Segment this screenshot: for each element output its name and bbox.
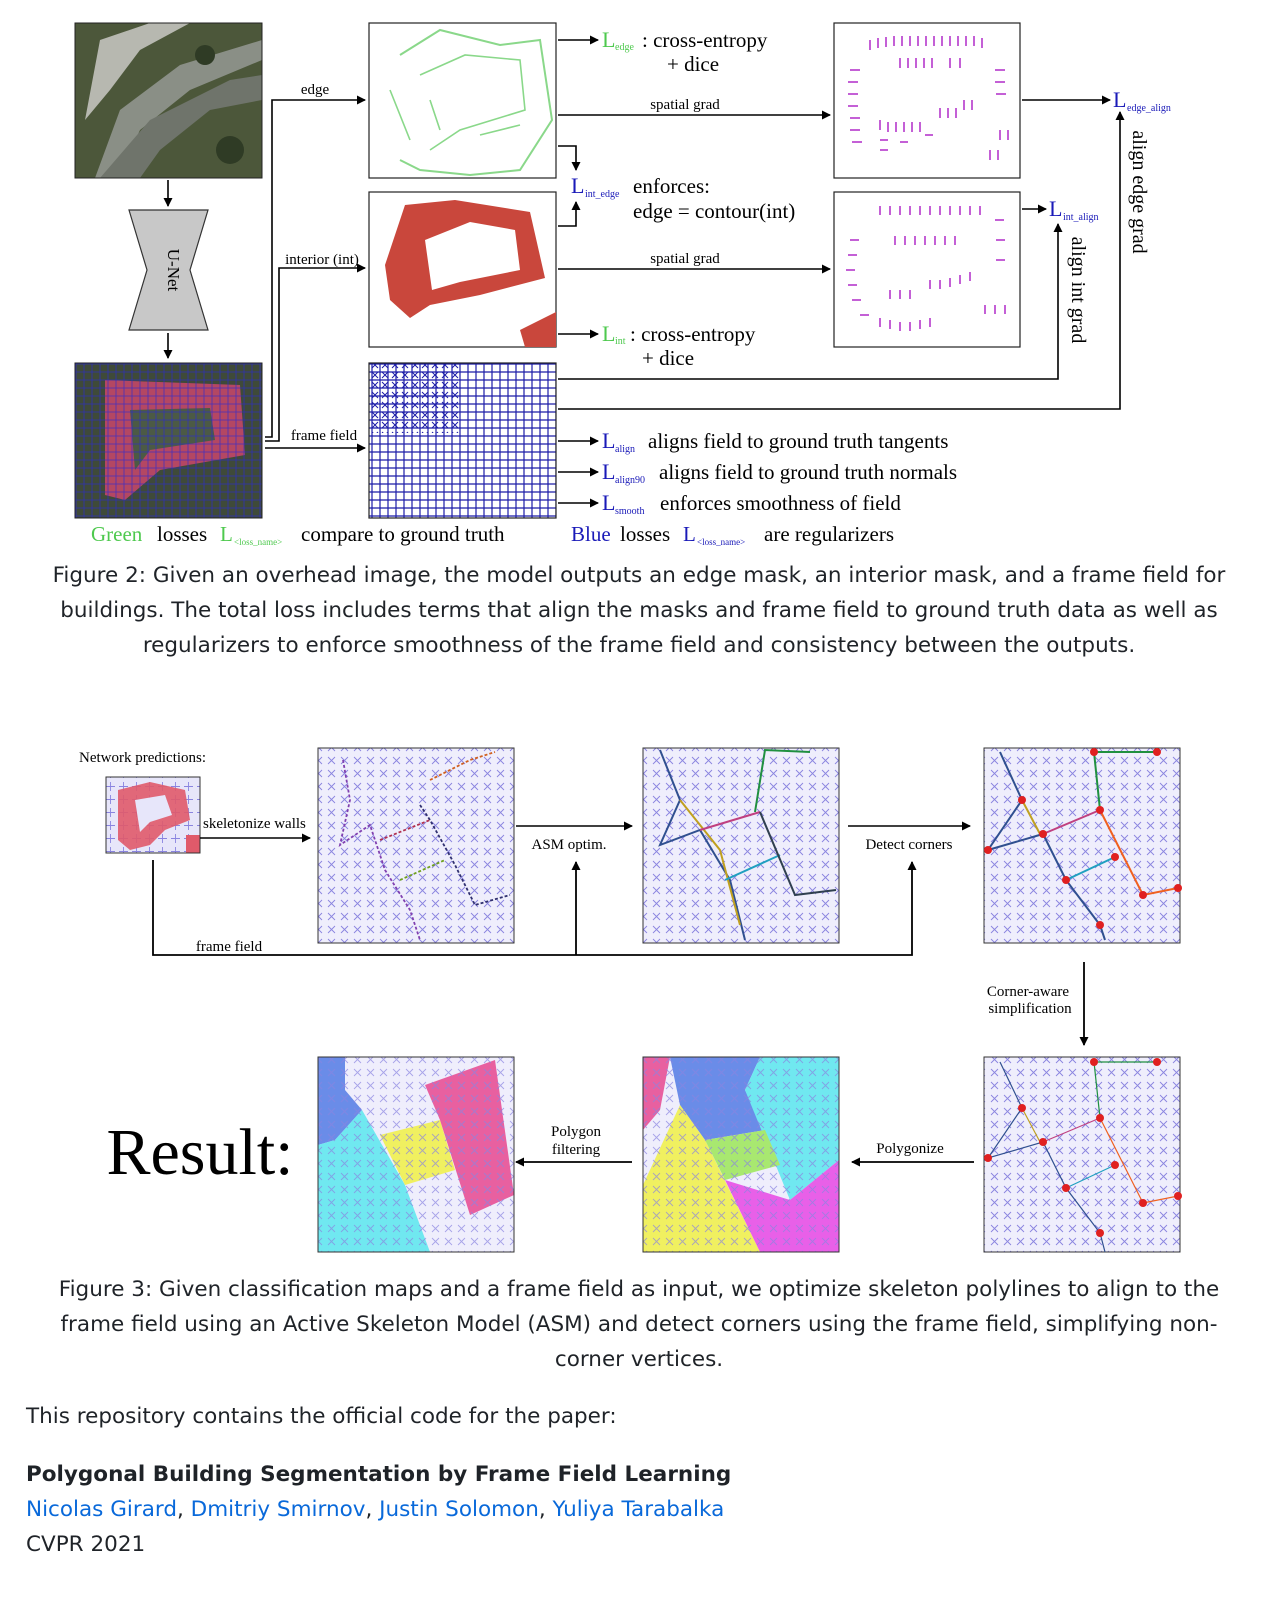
l-align-symbol: L <box>602 428 615 453</box>
l-edge-align-symbol: L <box>1113 87 1126 112</box>
l-edge-symbol: L <box>602 27 615 52</box>
edge-gradient-image <box>833 22 1021 179</box>
frame-field-image <box>368 362 557 519</box>
edge-branch-label: edge <box>301 82 330 98</box>
l-int-edge-desc-2: edge = contour(int) <box>633 199 795 223</box>
polygonized-panel <box>642 1056 840 1253</box>
branch-connectors <box>265 95 366 453</box>
l-int-edge-desc-1: enforces: <box>633 174 710 198</box>
legend-blue-l: L <box>683 522 696 546</box>
l-int-align-subscript: int_align <box>1063 212 1099 223</box>
l-align90-symbol: L <box>602 459 615 484</box>
l-int-edge-symbol: L <box>571 173 584 198</box>
spatial-grad-label-2: spatial grad <box>650 251 720 267</box>
align-edge-grad-label: align edge grad <box>1128 130 1150 253</box>
l-edge-desc-1: : cross-entropy <box>642 28 768 52</box>
l-align90-desc: aligns field to ground truth normals <box>659 460 957 484</box>
l-int-align-symbol: L <box>1049 196 1062 221</box>
l-int-edge-subscript: int_edge <box>585 189 620 200</box>
figure-3-caption: Figure 3: Given classification maps and … <box>58 1277 1220 1372</box>
author-link-solomon[interactable]: Justin Solomon <box>379 1497 539 1522</box>
spatial-grad-label-1: spatial grad <box>650 97 720 113</box>
authors-line: Nicolas Girard, Dmitriy Smirnov, Justin … <box>26 1497 725 1522</box>
l-int-desc-2: + dice <box>642 346 694 370</box>
unet-label: U-Net <box>164 249 183 292</box>
frame-field-branch-label: frame field <box>291 428 358 444</box>
author-link-girard[interactable]: Nicolas Girard <box>26 1497 177 1522</box>
asm-optim-label: ASM optim. <box>531 837 606 853</box>
figures-canvas: U-Net edge interior (int) frame field <box>74 22 1182 1253</box>
figure-2-caption: Figure 2: Given an overhead image, the m… <box>52 563 1226 658</box>
l-smooth-desc: enforces smoothness of field <box>660 491 901 515</box>
paper-title: Polygonal Building Segmentation by Frame… <box>26 1462 732 1487</box>
l-align90-subscript: align90 <box>615 475 645 486</box>
skeletonize-walls-label: skeletonize walls <box>203 816 306 832</box>
l-int-subscript: int <box>615 336 626 347</box>
result-panel <box>317 1056 515 1253</box>
legend-green-desc: compare to ground truth <box>301 522 505 546</box>
legend-green-l: L <box>220 522 233 546</box>
corner-aware-label-2: simplification <box>988 1001 1072 1017</box>
corners-panel <box>983 747 1182 944</box>
align-int-grad-label: align int grad <box>1067 237 1089 344</box>
venue: CVPR 2021 <box>26 1532 146 1557</box>
detect-corners-label: Detect corners <box>865 837 952 853</box>
asm-panel <box>642 747 840 944</box>
l-align-desc: aligns field to ground truth tangents <box>648 429 948 453</box>
figure-3: Network predictions: skeletonize walls <box>79 747 1182 1253</box>
l-edge-align-subscript: edge_align <box>1127 103 1171 114</box>
legend-losses-word-2: losses <box>620 522 670 546</box>
legend-blue-desc: are regularizers <box>764 522 894 546</box>
l-edge-subscript: edge <box>615 42 634 53</box>
legend-blue-word: Blue <box>571 522 611 546</box>
legend-green-subscript: <loss_name> <box>234 537 282 547</box>
l-int-desc-1: : cross-entropy <box>630 322 756 346</box>
l-int-symbol: L <box>602 321 615 346</box>
legend-blue-subscript: <loss_name> <box>697 537 745 547</box>
author-link-smirnov[interactable]: Dmitriy Smirnov <box>190 1497 366 1522</box>
polygonize-label: Polygonize <box>876 1141 944 1157</box>
network-predictions-label: Network predictions: <box>79 750 206 766</box>
author-link-tarabalka[interactable]: Yuliya Tarabalka <box>552 1497 725 1522</box>
interior-mask-image <box>368 191 557 348</box>
l-edge-desc-2: + dice <box>667 52 719 76</box>
l-smooth-symbol: L <box>602 490 615 515</box>
aerial-image <box>74 22 263 179</box>
legend-losses-word-1: losses <box>157 522 207 546</box>
interior-branch-label: interior (int) <box>285 252 359 268</box>
unet-hourglass-icon: U-Net <box>128 209 209 331</box>
legend-green-word: Green <box>91 522 143 546</box>
polygon-filtering-label-2: filtering <box>552 1142 601 1158</box>
intro-text: This repository contains the official co… <box>26 1404 617 1429</box>
l-align-subscript: align <box>615 444 635 455</box>
corner-dot-icon <box>984 748 1182 929</box>
l-smooth-subscript: smooth <box>615 506 644 517</box>
figure-2: U-Net edge interior (int) frame field <box>74 22 1171 547</box>
result-label: Result: <box>106 1116 293 1189</box>
simplified-panel <box>983 1056 1182 1253</box>
skeleton-panel <box>317 747 515 944</box>
network-prediction-image <box>105 776 201 854</box>
edge-mask-image <box>368 22 557 179</box>
interior-gradient-image <box>833 191 1021 348</box>
frame-field-feedback-label: frame field <box>196 939 263 955</box>
prediction-overlay-image <box>74 362 263 519</box>
corner-aware-label-1: Corner-aware <box>987 984 1069 1000</box>
polygon-filtering-label-1: Polygon <box>551 1124 602 1140</box>
